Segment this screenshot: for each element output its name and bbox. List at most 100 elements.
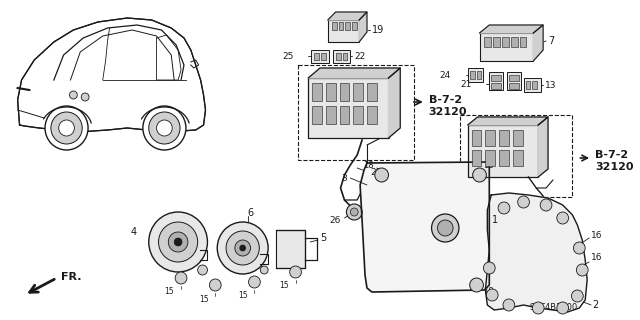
Polygon shape [328, 12, 367, 20]
Text: 32120: 32120 [595, 162, 634, 172]
Circle shape [240, 245, 246, 251]
Bar [499, 130, 509, 146]
Bar [298, 65, 414, 160]
Bar [342, 53, 348, 60]
Bar [339, 22, 344, 30]
Bar [513, 150, 523, 166]
Circle shape [290, 266, 301, 278]
Polygon shape [359, 12, 367, 42]
Bar [352, 22, 357, 30]
Bar [484, 37, 492, 47]
Circle shape [198, 265, 207, 275]
Circle shape [503, 299, 515, 311]
Circle shape [346, 204, 362, 220]
Text: 19: 19 [372, 25, 384, 35]
Bar [326, 106, 335, 124]
Bar [507, 72, 520, 90]
Text: 13: 13 [545, 81, 557, 90]
Circle shape [350, 208, 358, 216]
Circle shape [159, 222, 198, 262]
Text: 7: 7 [548, 36, 554, 46]
Circle shape [209, 279, 221, 291]
Text: 15: 15 [199, 294, 209, 303]
Text: 15: 15 [238, 292, 248, 300]
Bar [511, 37, 518, 47]
Bar [353, 83, 363, 101]
Text: 15: 15 [279, 282, 289, 291]
Circle shape [81, 93, 89, 101]
Text: 15: 15 [164, 287, 174, 297]
Bar [326, 83, 335, 101]
Text: 1: 1 [492, 215, 499, 225]
Polygon shape [485, 193, 587, 312]
Circle shape [235, 240, 250, 256]
Bar [493, 37, 500, 47]
Bar [492, 83, 501, 89]
Circle shape [168, 232, 188, 252]
Bar [468, 125, 538, 177]
Circle shape [573, 242, 585, 254]
Bar [328, 20, 359, 42]
Text: 21: 21 [460, 79, 472, 89]
Polygon shape [18, 18, 205, 132]
Circle shape [437, 220, 453, 236]
Text: 4: 4 [131, 227, 137, 237]
Polygon shape [388, 68, 400, 138]
Text: 16: 16 [591, 230, 603, 239]
Circle shape [59, 120, 74, 136]
Circle shape [498, 202, 510, 214]
Polygon shape [360, 162, 490, 292]
Bar [513, 130, 523, 146]
Bar [367, 106, 377, 124]
Circle shape [473, 168, 486, 182]
Bar [470, 71, 475, 79]
Circle shape [483, 262, 495, 274]
Bar [468, 68, 483, 82]
Polygon shape [533, 25, 543, 61]
Bar [312, 106, 322, 124]
Polygon shape [538, 117, 548, 177]
Text: 20: 20 [370, 167, 381, 177]
Circle shape [557, 212, 568, 224]
Bar [490, 72, 503, 90]
Circle shape [157, 120, 172, 136]
Circle shape [260, 266, 268, 274]
Bar [525, 81, 531, 89]
Circle shape [174, 238, 182, 246]
Bar [333, 50, 350, 63]
Text: 18: 18 [483, 161, 494, 170]
Bar [485, 130, 495, 146]
Bar [314, 53, 319, 60]
Circle shape [70, 91, 77, 99]
Text: SZT4B1300: SZT4B1300 [529, 303, 577, 312]
Circle shape [143, 106, 186, 150]
Circle shape [572, 290, 583, 302]
Circle shape [51, 112, 82, 144]
Circle shape [540, 199, 552, 211]
Bar [340, 106, 349, 124]
Bar [321, 53, 326, 60]
Bar [346, 22, 350, 30]
Circle shape [375, 168, 388, 182]
Circle shape [148, 112, 180, 144]
Text: 18: 18 [483, 287, 494, 297]
Text: 25: 25 [282, 52, 294, 60]
Circle shape [577, 264, 588, 276]
Text: B-7-2: B-7-2 [595, 150, 628, 160]
Bar [367, 83, 377, 101]
Circle shape [532, 302, 544, 314]
Bar [492, 75, 501, 81]
Polygon shape [308, 68, 400, 78]
Bar [479, 33, 533, 61]
Text: 16: 16 [591, 253, 603, 262]
Text: B-7-2: B-7-2 [429, 95, 461, 105]
Bar [502, 37, 509, 47]
Bar [532, 81, 537, 89]
Bar [477, 71, 481, 79]
Circle shape [470, 278, 483, 292]
Text: 3: 3 [342, 173, 348, 182]
Bar [276, 230, 305, 268]
Bar [335, 53, 340, 60]
Text: 24: 24 [439, 70, 450, 79]
Text: 6: 6 [248, 208, 253, 218]
